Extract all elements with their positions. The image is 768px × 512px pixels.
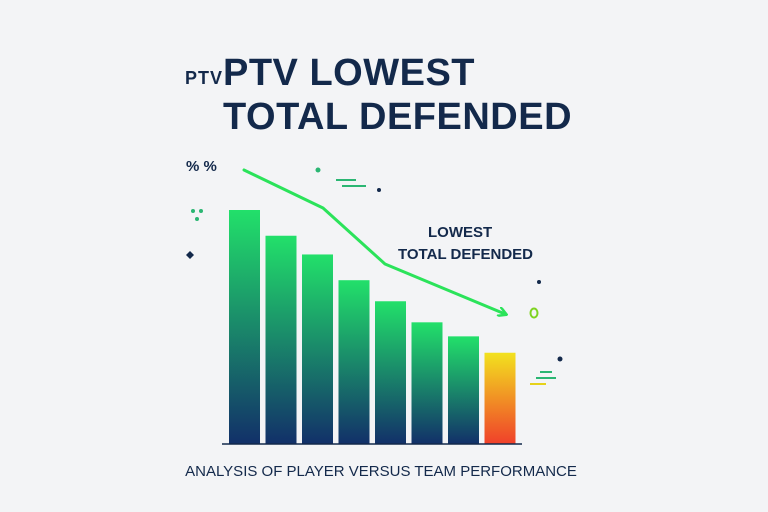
trend-arrow bbox=[242, 168, 505, 314]
annotation-line2: TOTAL DEFENDED bbox=[398, 246, 534, 263]
chart-subtitle: ANALYSIS OF PLAYER VERSUS TEAM PERFORMAN… bbox=[0, 463, 768, 480]
ring-decoration bbox=[529, 307, 539, 319]
dot-decoration bbox=[377, 188, 381, 192]
bar-lowest bbox=[484, 352, 516, 444]
dot-decoration bbox=[537, 280, 541, 284]
chart-title: PTV LOWEST bbox=[223, 52, 475, 94]
bar bbox=[302, 254, 333, 444]
annotation-line1: LOWEST bbox=[428, 224, 493, 241]
dot-decoration bbox=[315, 167, 321, 173]
bar bbox=[411, 322, 443, 444]
dot-decoration bbox=[191, 209, 195, 213]
bar bbox=[448, 336, 479, 444]
decorative-accents bbox=[186, 167, 563, 385]
y-axis-label: % % bbox=[186, 158, 217, 175]
lowest-annotation: LOWEST TOTAL DEFENDED bbox=[398, 222, 533, 266]
title-prefix: PTV bbox=[185, 68, 224, 88]
chart-subtitle-text: ANALYSIS OF PLAYER VERSUS TEAM PERFORMAN… bbox=[185, 463, 577, 480]
dot-decoration bbox=[199, 209, 203, 213]
diamond-icon bbox=[186, 251, 194, 259]
bar bbox=[265, 235, 297, 444]
bar bbox=[338, 280, 370, 444]
dot-decoration bbox=[557, 356, 563, 362]
chart-title-line2: TOTAL DEFENDED bbox=[223, 96, 573, 138]
bar bbox=[375, 301, 406, 444]
bar bbox=[229, 210, 260, 444]
dot-decoration bbox=[195, 217, 199, 221]
